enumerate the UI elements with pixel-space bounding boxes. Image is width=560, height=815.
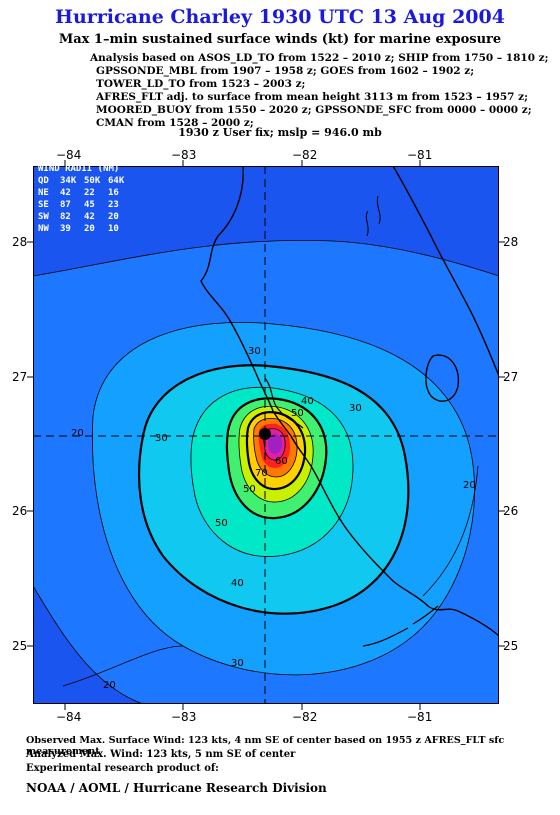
x-tick-bottom: −81	[407, 710, 433, 724]
storm-center-marker	[259, 428, 271, 440]
analysis-line: AFRES_FLT adj. to surface from mean heig…	[96, 91, 528, 103]
contour-line	[253, 418, 298, 478]
contour-label: 50	[243, 484, 256, 495]
y-tick-right: 25	[503, 639, 519, 653]
coastal-islands	[365, 195, 381, 237]
observed-max-wind: Observed Max. Surface Wind: 123 kts, 4 n…	[26, 735, 505, 757]
contour-label: 60	[275, 456, 288, 467]
contour-line	[62, 645, 184, 687]
contour-line-50kt	[225, 397, 328, 520]
analyzed-max-wind: Analyzed Max. Wind: 123 kts, 5 nm SE of …	[26, 749, 296, 760]
florida-east-coast	[392, 166, 499, 377]
x-tick-bottom: −84	[56, 710, 82, 724]
wind-radii-table: WIND RADII (NM) QD 34K 50K 64K NE 42 22 …	[38, 163, 132, 235]
analysis-line: GPSSONDE_MBL from 1907 – 1958 z; GOES fr…	[96, 65, 475, 77]
contour-label: 20	[103, 680, 116, 691]
wind-radii-header: QD 34K 50K 64K	[38, 176, 125, 186]
contour-line	[33, 585, 144, 704]
analysis-line: TOWER_LD_TO from 1523 – 2003 z;	[96, 78, 306, 90]
credit-line: NOAA / AOML / Hurricane Research Divisio…	[26, 781, 327, 795]
wind-radii-title: WIND RADII (NM)	[38, 164, 120, 174]
wind-radii-row: SW 82 42 20	[38, 212, 119, 222]
contour-label: 50	[215, 518, 228, 529]
contour-line-34kt	[137, 364, 410, 615]
florida-coastline	[200, 166, 499, 637]
y-tick-right: 28	[503, 235, 519, 249]
contour-label: 30	[155, 433, 168, 444]
y-tick-left: 25	[12, 639, 28, 653]
map-frame	[33, 166, 499, 704]
contour-label: 50	[291, 408, 304, 419]
contour-label: 20	[71, 428, 84, 439]
contour-line	[422, 465, 479, 597]
map-subtitle: Max 1–min sustained surface winds (kt) f…	[58, 32, 502, 47]
analysis-sources: Analysis based on ASOS_LD_TO from 1522 –…	[90, 52, 550, 130]
contour-label: 30	[349, 403, 362, 414]
contour-label: 30	[231, 658, 244, 669]
contour-label: 40	[231, 578, 244, 589]
contour-line	[238, 405, 314, 503]
wind-field-map: 30 20 30 30 40 50 60 70 20 50 50 40 30 2…	[33, 166, 499, 704]
contour-line	[33, 239, 499, 277]
wind-radii-row: NW 39 20 10	[38, 224, 119, 234]
x-tick-top: −83	[171, 148, 197, 162]
x-tick-top: −84	[56, 148, 82, 162]
analysis-line: CMAN from 1528 – 2000 z;	[96, 117, 254, 129]
y-tick-left: 26	[12, 504, 28, 518]
x-tick-top: −81	[407, 148, 433, 162]
y-tick-left: 27	[12, 370, 28, 384]
wind-radii-row: SE 87 45 23	[38, 200, 119, 210]
y-tick-right: 26	[503, 504, 519, 518]
analysis-line: MOORED_BUOY from 1550 – 2020 z; GPSSONDE…	[96, 104, 532, 116]
x-tick-bottom: −82	[292, 710, 318, 724]
contour-label: 40	[301, 396, 314, 407]
contour-line	[92, 321, 475, 676]
keys-islands	[362, 605, 439, 647]
user-fix-note: 1930 z User fix; mslp = 946.0 mb	[178, 126, 382, 139]
y-tick-right: 27	[503, 370, 519, 384]
contour-fill-120	[268, 434, 282, 454]
contour-line	[263, 428, 286, 461]
y-tick-left: 28	[12, 235, 28, 249]
experimental-note: Experimental research product of:	[26, 763, 219, 774]
contour-label: 20	[463, 480, 476, 491]
analysis-line: Analysis based on ASOS_LD_TO from 1522 –…	[90, 52, 549, 64]
x-tick-top: −82	[292, 148, 318, 162]
contour-label: 70	[255, 468, 268, 479]
map-title: Hurricane Charley 1930 UTC 13 Aug 2004	[55, 6, 505, 28]
charlotte-harbor	[264, 377, 304, 429]
contour-label: 30	[248, 346, 261, 357]
x-tick-bottom: −83	[171, 710, 197, 724]
lake-okeechobee	[425, 354, 460, 402]
wind-radii-row: NE 42 22 16	[38, 188, 119, 198]
